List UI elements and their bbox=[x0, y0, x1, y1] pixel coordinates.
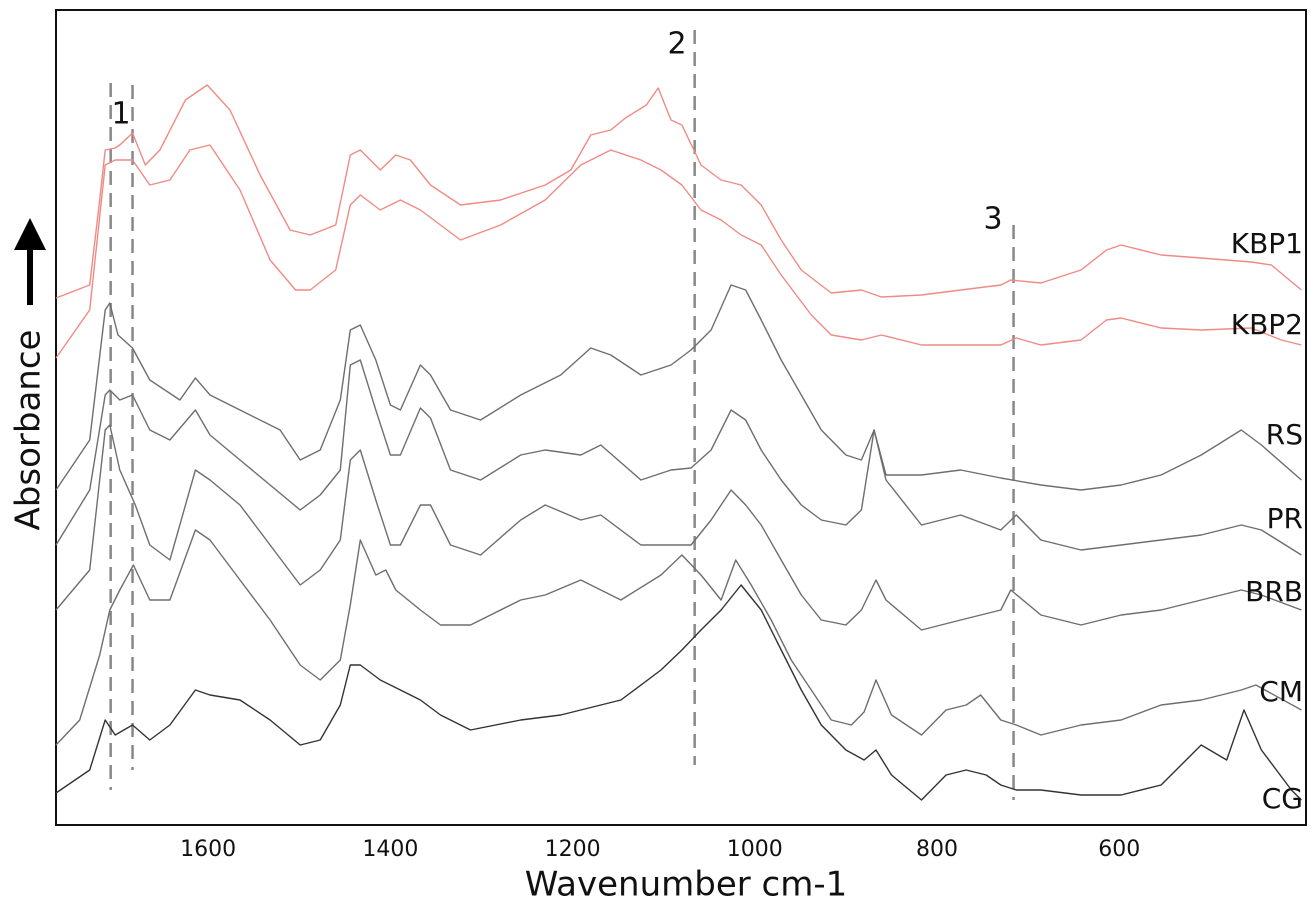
x-tick-label: 1200 bbox=[545, 837, 601, 862]
marker-label: 3 bbox=[983, 202, 1002, 237]
spectrum-line bbox=[55, 424, 1302, 631]
x-tick-label: 600 bbox=[1098, 837, 1140, 862]
series-label: CM bbox=[1259, 675, 1303, 708]
x-axis-label: Wavenumber cm-1 bbox=[525, 865, 848, 905]
spectrum-line bbox=[55, 84, 1302, 299]
x-tick-label: 1600 bbox=[180, 837, 236, 862]
spectrum-line bbox=[55, 144, 1302, 359]
marker-label: 1 bbox=[111, 97, 130, 132]
series-label: CG bbox=[1262, 782, 1303, 815]
series-label: PR bbox=[1267, 502, 1303, 535]
spectrum-line bbox=[55, 529, 1302, 746]
series-label: BRB bbox=[1245, 575, 1303, 608]
x-tick-label: 1000 bbox=[727, 837, 783, 862]
y-arrow-head bbox=[14, 218, 46, 250]
spectrum-line bbox=[55, 284, 1302, 491]
series-label: KBP2 bbox=[1231, 308, 1303, 341]
spectrum-line bbox=[55, 359, 1302, 556]
x-tick-label: 800 bbox=[916, 837, 958, 862]
plot-frame bbox=[55, 9, 1307, 826]
series-label: KBP1 bbox=[1231, 227, 1303, 260]
y-axis-label: Absorbance bbox=[9, 330, 49, 531]
series-label: RS bbox=[1266, 418, 1303, 451]
marker-label: 2 bbox=[667, 27, 686, 62]
spectrum-line bbox=[55, 584, 1302, 801]
x-tick-label: 1400 bbox=[362, 837, 418, 862]
